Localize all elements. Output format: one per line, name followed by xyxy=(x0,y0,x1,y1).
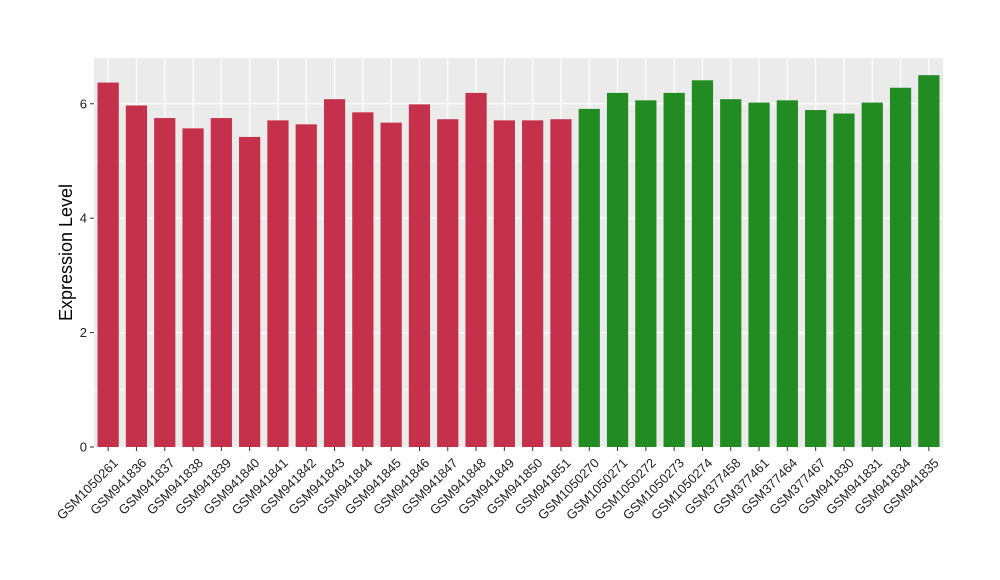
bar-GSM941839 xyxy=(210,118,232,448)
bar-GSM941851 xyxy=(550,119,572,447)
plot-panel xyxy=(94,58,943,447)
bar-GSM1050271 xyxy=(606,92,629,447)
bar-GSM941846 xyxy=(408,104,431,447)
bar-GSM941843 xyxy=(323,99,346,447)
y-axis-title: Expression Level xyxy=(56,184,76,321)
bar-GSM377467 xyxy=(805,110,827,448)
bar-GSM941844 xyxy=(352,112,374,448)
bar-GSM1050261 xyxy=(97,82,119,448)
bar-GSM941831 xyxy=(861,102,883,447)
x-axis: GSM1050261GSM941836GSM941837GSM941838GSM… xyxy=(54,447,942,523)
bars xyxy=(97,75,940,448)
y-tick-label: 6 xyxy=(80,96,87,111)
bar-GSM1050270 xyxy=(578,108,600,447)
bar-GSM1050272 xyxy=(635,100,657,448)
bar-GSM941834 xyxy=(889,87,912,447)
bar-GSM941847 xyxy=(437,119,459,447)
bar-GSM941840 xyxy=(239,136,261,447)
bar-GSM941848 xyxy=(465,92,487,447)
bar-GSM377461 xyxy=(748,102,770,447)
y-axis: 0 2 4 6 xyxy=(80,96,94,455)
bar-GSM377458 xyxy=(720,99,742,447)
bar-GSM941850 xyxy=(522,120,544,448)
y-tick-label: 0 xyxy=(80,440,87,455)
bar-GSM1050274 xyxy=(691,80,714,447)
bar-GSM941845 xyxy=(380,122,402,448)
bar-GSM941838 xyxy=(182,128,204,448)
bar-GSM941830 xyxy=(833,113,855,447)
bar-GSM941842 xyxy=(295,124,317,447)
bar-GSM941836 xyxy=(125,105,148,447)
bar-GSM941849 xyxy=(493,120,515,448)
y-tick-label: 2 xyxy=(80,325,87,340)
bar-GSM1050273 xyxy=(663,92,685,447)
bar-GSM941837 xyxy=(154,118,176,448)
bar-GSM941835 xyxy=(918,75,940,447)
bar-GSM377464 xyxy=(776,100,798,448)
y-tick-label: 4 xyxy=(80,211,87,226)
bar-GSM941841 xyxy=(267,120,289,448)
